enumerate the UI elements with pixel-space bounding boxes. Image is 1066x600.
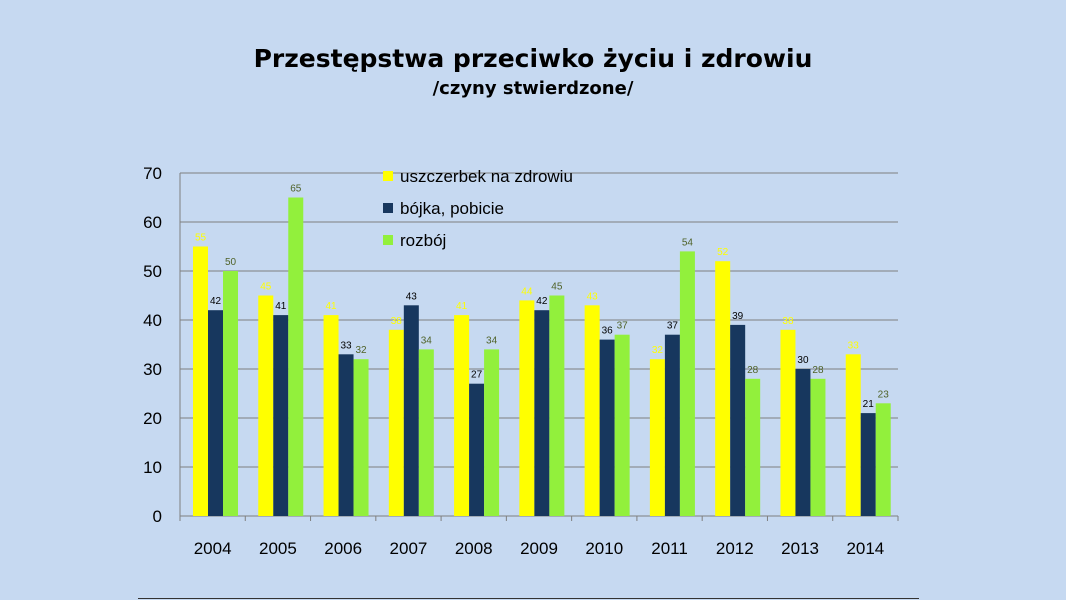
bar xyxy=(715,261,731,516)
x-tick-label: 2010 xyxy=(585,539,623,558)
y-tick-label: 20 xyxy=(143,409,162,428)
data-label: 45 xyxy=(260,282,272,293)
bar xyxy=(469,383,485,516)
x-tick-label: 2005 xyxy=(259,539,297,558)
data-label: 23 xyxy=(878,389,890,400)
data-label: 44 xyxy=(521,286,533,297)
data-label: 54 xyxy=(682,237,694,248)
bar xyxy=(403,305,419,516)
data-label: 34 xyxy=(486,335,498,346)
bar xyxy=(584,305,600,516)
y-tick-label: 30 xyxy=(143,360,162,379)
data-label: 27 xyxy=(471,370,483,381)
bar xyxy=(860,413,876,516)
y-tick-label: 70 xyxy=(143,164,162,183)
y-tick-label: 10 xyxy=(143,458,162,477)
data-label: 33 xyxy=(848,340,860,351)
bar xyxy=(679,251,695,516)
data-label: 38 xyxy=(782,316,794,327)
bar xyxy=(599,339,615,516)
bar xyxy=(519,300,535,516)
x-tick-label: 2009 xyxy=(520,539,558,558)
bar xyxy=(418,349,434,516)
bar xyxy=(208,310,223,516)
bar xyxy=(614,334,630,516)
data-label: 28 xyxy=(812,365,824,376)
bar xyxy=(338,354,354,516)
data-label: 21 xyxy=(863,399,875,410)
data-label: 55 xyxy=(195,233,207,244)
bar xyxy=(549,295,565,516)
x-tick-label: 2004 xyxy=(194,539,232,558)
data-label: 41 xyxy=(275,301,287,312)
bar xyxy=(388,329,404,516)
bar xyxy=(845,354,861,516)
data-label: 36 xyxy=(602,326,614,337)
data-label: 43 xyxy=(406,291,418,302)
bar xyxy=(323,315,339,516)
data-label: 43 xyxy=(587,291,599,302)
bottom-divider xyxy=(138,598,919,599)
bar xyxy=(875,403,891,516)
bar xyxy=(649,359,665,516)
bar xyxy=(745,378,761,516)
x-tick-label: 2011 xyxy=(651,539,688,558)
bar xyxy=(258,295,274,516)
bar xyxy=(664,334,680,516)
data-label: 41 xyxy=(325,301,337,312)
data-label: 42 xyxy=(210,296,222,307)
data-label: 42 xyxy=(536,296,548,307)
data-label: 37 xyxy=(617,321,629,332)
data-label: 37 xyxy=(667,321,679,332)
legend-swatch xyxy=(383,235,393,245)
data-label: 34 xyxy=(421,335,433,346)
legend-swatch xyxy=(383,203,393,213)
x-tick-label: 2008 xyxy=(455,539,493,558)
chart-title: Przestępstwa przeciwko życiu i zdrowiu xyxy=(253,44,813,73)
data-label: 32 xyxy=(355,345,367,356)
bar xyxy=(454,315,470,516)
bar xyxy=(288,197,304,516)
data-label: 45 xyxy=(551,282,563,293)
bar xyxy=(484,349,500,516)
bar xyxy=(353,359,369,516)
bar xyxy=(730,324,746,516)
bar xyxy=(534,310,550,516)
bar xyxy=(810,378,826,516)
data-label: 52 xyxy=(717,247,729,258)
chart-subtitle: /czyny stwierdzone/ xyxy=(432,78,634,99)
legend-label: rozbój xyxy=(400,231,446,250)
bar xyxy=(795,369,811,516)
x-tick-label: 2007 xyxy=(390,539,428,558)
data-label: 50 xyxy=(225,257,237,268)
legend-swatch xyxy=(383,171,393,181)
bar xyxy=(193,246,208,516)
legend-label: bójka, pobicie xyxy=(400,199,504,218)
data-label: 38 xyxy=(391,316,403,327)
x-tick-label: 2012 xyxy=(716,539,754,558)
y-tick-label: 0 xyxy=(153,507,162,526)
legend-label: uszczerbek na zdrowiu xyxy=(400,167,573,186)
x-tick-label: 2014 xyxy=(846,539,884,558)
bar xyxy=(273,315,289,516)
data-label: 41 xyxy=(456,301,468,312)
data-label: 28 xyxy=(747,365,759,376)
data-label: 65 xyxy=(290,184,302,195)
y-tick-label: 60 xyxy=(143,213,162,232)
y-tick-label: 40 xyxy=(143,311,162,330)
x-tick-label: 2006 xyxy=(324,539,362,558)
bar xyxy=(780,329,796,516)
data-label: 39 xyxy=(732,311,744,322)
data-label: 30 xyxy=(797,355,809,366)
x-tick-label: 2013 xyxy=(781,539,819,558)
bar xyxy=(223,271,238,516)
y-tick-label: 50 xyxy=(143,262,162,281)
data-label: 32 xyxy=(652,345,664,356)
data-label: 33 xyxy=(340,340,352,351)
